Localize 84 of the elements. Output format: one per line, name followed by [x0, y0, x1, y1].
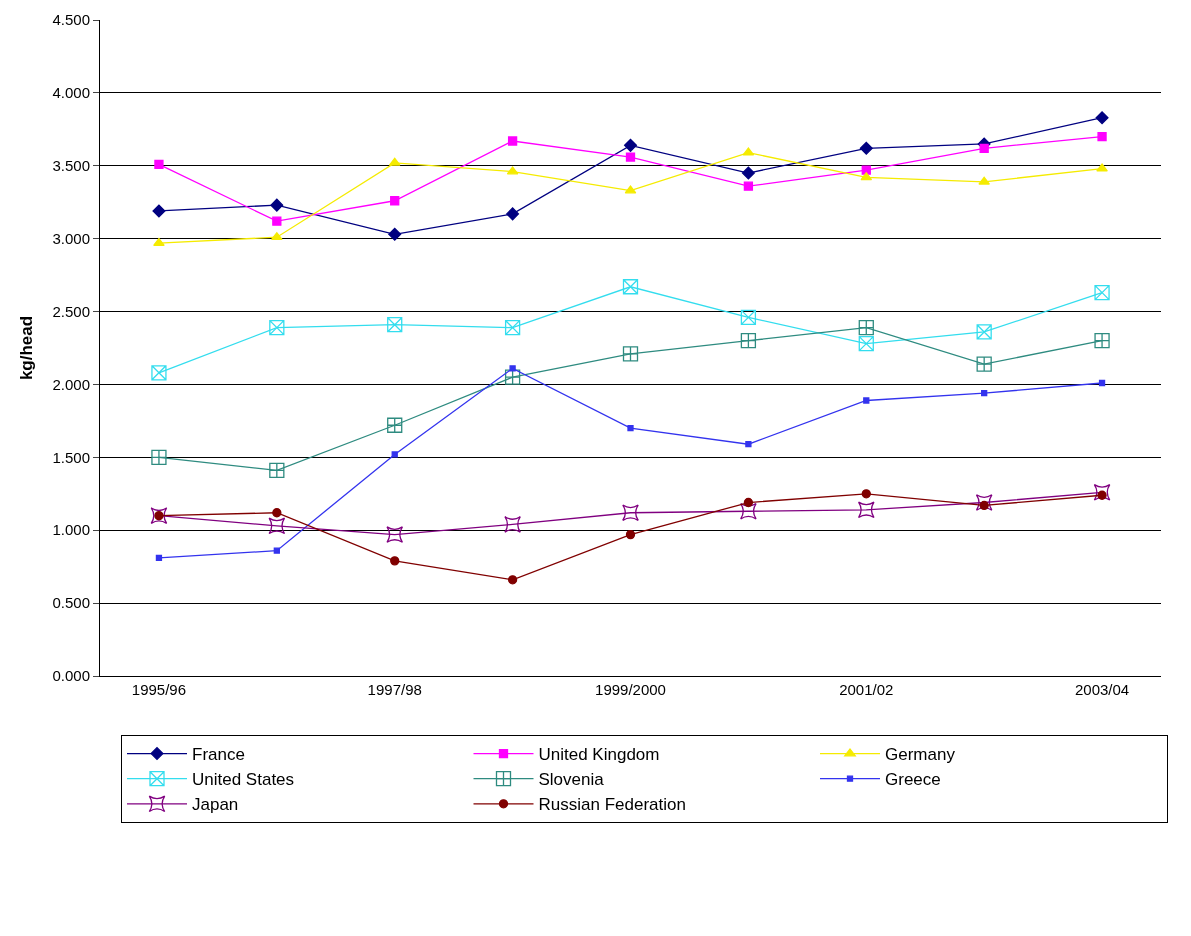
point — [1094, 284, 1110, 301]
y-tick-label: 1.000 — [52, 521, 90, 539]
x-tick-label: 2001/02 — [839, 681, 894, 698]
point — [1095, 111, 1109, 125]
point — [1097, 131, 1107, 142]
point — [151, 365, 167, 381]
point — [863, 397, 870, 404]
point — [273, 547, 280, 554]
point — [1096, 163, 1108, 172]
point — [858, 319, 874, 336]
point — [622, 346, 639, 362]
point — [509, 365, 516, 372]
point — [390, 196, 400, 206]
point — [151, 449, 167, 465]
point — [740, 333, 757, 349]
point — [861, 489, 871, 499]
point — [622, 279, 639, 295]
x-tick-label: 1999/2000 — [595, 681, 666, 698]
legend-label: Germany — [885, 745, 956, 765]
point — [153, 237, 165, 246]
point — [743, 181, 754, 191]
y-tick-label: 4.500 — [52, 11, 90, 29]
legend-label: United Kingdom — [538, 745, 660, 765]
point — [976, 324, 992, 340]
y-tick-label: 2.500 — [52, 302, 90, 320]
point — [975, 494, 993, 511]
point — [745, 441, 752, 448]
point — [858, 335, 874, 352]
point — [981, 390, 988, 397]
x-tick-label: 2003/04 — [1074, 681, 1130, 698]
point — [625, 529, 636, 540]
point — [268, 517, 286, 535]
y-tick-label: 4.000 — [52, 84, 90, 102]
point — [387, 417, 403, 433]
point — [272, 216, 282, 226]
point — [270, 198, 284, 212]
point — [627, 425, 634, 432]
point — [388, 227, 402, 241]
point — [859, 141, 873, 155]
legend-label: United States — [192, 770, 295, 790]
point — [155, 554, 163, 562]
point — [504, 319, 521, 336]
point — [154, 159, 164, 169]
point — [1093, 483, 1111, 501]
point — [506, 207, 520, 221]
y-tick-label: 0.000 — [52, 667, 90, 685]
legend-label: France — [192, 745, 245, 765]
point — [269, 462, 285, 479]
point — [507, 136, 518, 146]
point — [976, 356, 992, 372]
point — [391, 451, 398, 458]
point — [743, 497, 754, 508]
point — [507, 575, 518, 585]
point — [150, 507, 168, 524]
y-tick-label: 2.000 — [52, 375, 90, 393]
point — [1098, 379, 1106, 387]
point — [857, 501, 875, 519]
point — [740, 502, 757, 520]
point — [624, 138, 637, 152]
point — [979, 143, 989, 153]
point — [387, 317, 403, 333]
point — [1094, 333, 1110, 349]
y-tick-label: 3.000 — [52, 229, 90, 247]
point — [504, 369, 521, 385]
y-tick-label: 0.500 — [52, 594, 90, 612]
point — [504, 516, 521, 533]
point — [390, 556, 400, 566]
y-axis-title: kg/head — [17, 315, 36, 381]
point — [386, 526, 404, 543]
y-tick-label: 3.500 — [52, 157, 90, 175]
point — [741, 166, 755, 180]
legend-label: Slovenia — [538, 770, 605, 790]
point — [272, 508, 282, 518]
point — [740, 309, 757, 326]
point — [622, 504, 639, 522]
point — [625, 152, 636, 162]
x-tick-label: 1997/98 — [367, 681, 422, 698]
x-tick-label: 1995/96 — [131, 681, 187, 698]
legend-label: Russian Federation — [538, 795, 686, 815]
legend-label: Greece — [885, 770, 941, 790]
point — [152, 204, 166, 218]
point — [269, 319, 285, 336]
y-tick-label: 1.500 — [52, 448, 90, 466]
legend-label: Japan — [192, 795, 239, 815]
